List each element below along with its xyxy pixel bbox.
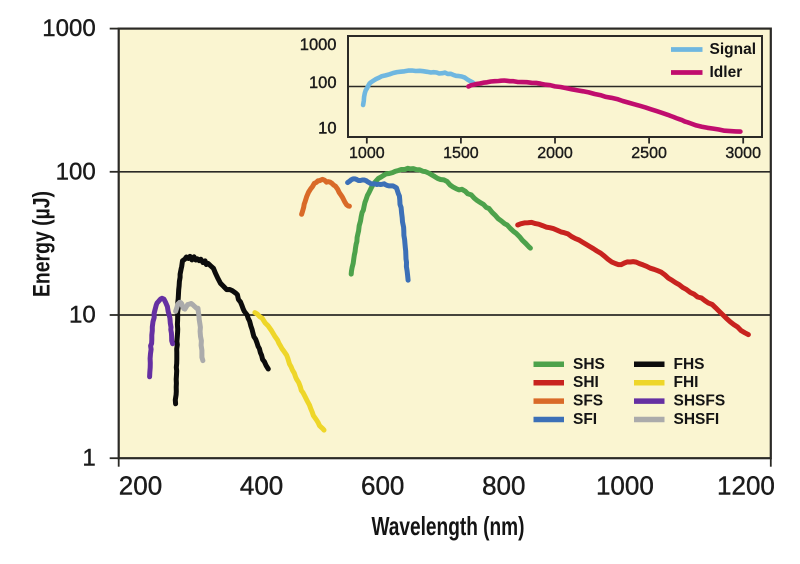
curve-SHS <box>348 165 533 277</box>
curve-FHI <box>252 310 327 433</box>
legend-label-SHSFS: SHSFS <box>674 393 726 410</box>
main-x-tick-label: 400 <box>240 471 283 501</box>
main-x-tick-label: 200 <box>119 471 162 501</box>
main-x-tick-label: 800 <box>482 471 525 501</box>
inset-y-tick-label: 1000 <box>300 36 337 54</box>
main-chart-group: 200 400 600 800 1000 12001101001000SHSSHISFSS… <box>42 15 775 501</box>
plot-area <box>118 28 771 459</box>
main-y-tick-label: 1 <box>82 445 95 472</box>
y-axis-label: Energy (µJ) <box>29 191 56 297</box>
main-x-tick-label: 1200 <box>717 471 775 501</box>
curve-FHS <box>172 253 271 407</box>
main-x-tick-label: 600 <box>361 471 404 501</box>
legend-label-Signal: Signal <box>710 41 757 58</box>
curve-SHSFI <box>173 299 206 364</box>
main-x-tick-label: 1000 <box>596 471 654 501</box>
curve-Signal <box>360 68 477 108</box>
inset-x-tick-label: 2000 <box>537 145 573 162</box>
main-frame <box>117 27 772 460</box>
curve-SFS <box>299 176 352 217</box>
inset-x-tick-label: 3000 <box>725 145 761 162</box>
x-axis-label: Wavelength (nm) <box>372 511 525 541</box>
legend-label-SHS: SHS <box>573 356 605 373</box>
main-y-tick-label: 1000 <box>42 15 95 42</box>
inset-x-tick-label: 1500 <box>443 145 479 162</box>
curve-Idler <box>466 78 743 134</box>
legend-label-SHI: SHI <box>573 374 599 391</box>
legend-label-SFS: SFS <box>573 393 603 410</box>
legend-label-FHI: FHI <box>674 374 699 391</box>
curve-SHSFS <box>147 295 176 380</box>
curve-SFI <box>345 176 411 283</box>
legend-label-FHS: FHS <box>674 356 705 373</box>
curve-SHI <box>515 219 751 338</box>
inset-chart-group: 1000 1500 2000 2500 3000 10 100 1000 Signal Idler <box>300 35 763 162</box>
inset-x-tick-label: 2500 <box>631 145 667 162</box>
legend-label-Idler: Idler <box>710 64 743 81</box>
main-y-tick-label: 10 <box>69 302 96 329</box>
inset-y-tick-label: 10 <box>318 120 336 138</box>
legend-label-SHSFI: SHSFI <box>674 411 720 428</box>
legend-label-SFI: SFI <box>573 411 597 428</box>
inset-x-tick-label: 1000 <box>349 145 385 162</box>
inset-y-tick-label: 100 <box>309 74 337 92</box>
main-y-tick-label: 100 <box>56 158 96 185</box>
inset-legend: Signal Idler <box>671 41 756 81</box>
